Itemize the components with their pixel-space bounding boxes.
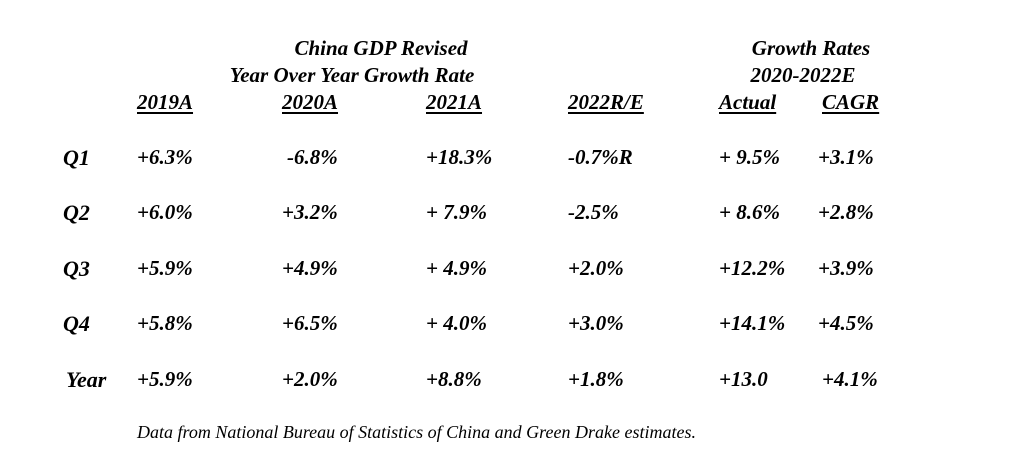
table-cell: +13.0	[719, 367, 768, 391]
table-cell: + 8.6%	[719, 200, 780, 224]
table-cell: +2.0%	[282, 367, 338, 391]
row-label-q2: Q2	[63, 200, 90, 225]
table-title-line-2: Year Over Year Growth Rate	[229, 63, 475, 87]
row-label-year: Year	[66, 367, 107, 392]
table-cell: +6.0%	[137, 200, 193, 224]
column-header-cagr: CAGR	[822, 90, 880, 114]
table-cell: -6.8%	[287, 145, 338, 169]
table-cell: +5.9%	[137, 256, 193, 280]
table-cell: +2.0%	[568, 256, 624, 280]
footnote: Data from National Bureau of Statistics …	[137, 422, 696, 442]
table-cell: +18.3%	[426, 145, 493, 169]
table-cell: +14.1%	[719, 311, 786, 335]
table-cell: -2.5%	[568, 200, 619, 224]
row-label-q4: Q4	[63, 311, 90, 336]
table-title-line-1: China GDP Revised	[294, 36, 468, 60]
table-cell: +4.1%	[822, 367, 878, 391]
table-cell: +5.9%	[137, 367, 193, 391]
column-header-2019a: 2019A	[137, 90, 194, 114]
table-cell: +3.9%	[818, 256, 874, 280]
table-cell: +8.8%	[426, 367, 482, 391]
table-cell: +3.2%	[282, 200, 338, 224]
growth-rates-title-line-1: Growth Rates	[751, 36, 871, 60]
column-header-2020a: 2020A	[282, 90, 339, 114]
column-header-2022re: 2022R/E	[568, 90, 644, 114]
table-cell: +2.8%	[818, 200, 874, 224]
table-cell: +5.8%	[137, 311, 193, 335]
table-cell: +3.0%	[568, 311, 624, 335]
table-cell: + 7.9%	[426, 200, 487, 224]
table-cell: +4.5%	[818, 311, 874, 335]
row-label-q3: Q3	[63, 256, 90, 281]
table-cell: +3.1%	[818, 145, 874, 169]
table-cell: +1.8%	[568, 367, 624, 391]
row-label-q1: Q1	[63, 145, 90, 170]
table-cell: +6.5%	[282, 311, 338, 335]
table-cell: +12.2%	[719, 256, 786, 280]
table-cell: + 4.0%	[426, 311, 487, 335]
growth-rates-title-line-2: 2020-2022E	[750, 63, 856, 87]
column-header-actual: Actual	[719, 90, 777, 114]
table-cell: + 4.9%	[426, 256, 487, 280]
table-cell: +4.9%	[282, 256, 338, 280]
table-cell: + 9.5%	[719, 145, 780, 169]
table-cell: -0.7%R	[568, 145, 633, 169]
column-header-2021a: 2021A	[426, 90, 483, 114]
table-cell: +6.3%	[137, 145, 193, 169]
